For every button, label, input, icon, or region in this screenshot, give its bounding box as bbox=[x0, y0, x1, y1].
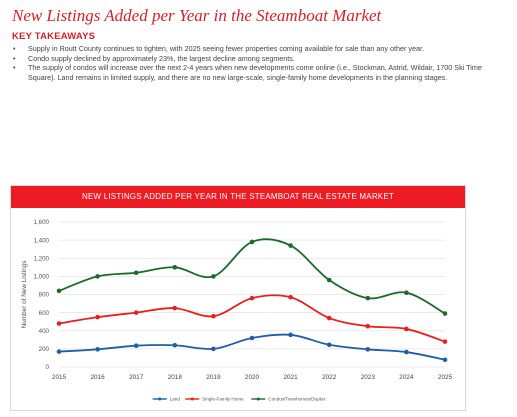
data-point-single-family-home bbox=[172, 305, 178, 311]
y-tick-label: 0 bbox=[46, 364, 50, 371]
data-point-single-family-home bbox=[211, 313, 216, 319]
chart-title: NEW LISTINGS ADDED PER YEAR IN THE STEAM… bbox=[11, 186, 465, 208]
line-chart: 0 200 400 600 800 1,000 1,200 1,400 1,600 2015 201… bbox=[21, 219, 453, 402]
x-tick-label: 2019 bbox=[206, 374, 221, 381]
data-point-land bbox=[56, 349, 62, 354]
x-tick-label: 2017 bbox=[129, 374, 144, 381]
data-point-condos-townhomes-duplex bbox=[404, 290, 409, 295]
x-tick-label: 2023 bbox=[361, 374, 376, 381]
legend-label-single-family-home: Single-Family Home bbox=[202, 397, 244, 402]
data-point-land bbox=[95, 347, 100, 352]
takeaway-item: The supply of condos will increase over … bbox=[12, 63, 482, 82]
x-tick-label: 2020 bbox=[245, 374, 260, 381]
x-tick-label: 2016 bbox=[90, 374, 105, 381]
page-title: New Listings Added per Year in the Steam… bbox=[12, 6, 382, 25]
data-point-single-family-home bbox=[442, 339, 448, 344]
x-tick-label: 2025 bbox=[438, 374, 453, 381]
data-point-single-family-home bbox=[56, 321, 62, 326]
y-tick-label: 200 bbox=[39, 346, 50, 353]
data-point-single-family-home bbox=[404, 326, 409, 332]
data-point-single-family-home bbox=[365, 323, 371, 329]
legend-marker-condos-townhomes-duplex bbox=[256, 397, 260, 401]
y-tick-label: 800 bbox=[39, 292, 50, 299]
data-point-condos-townhomes-duplex bbox=[365, 295, 371, 301]
y-tick-label: 600 bbox=[39, 310, 50, 317]
takeaway-item: Supply in Routt County continues to tigh… bbox=[12, 44, 482, 54]
data-point-condos-townhomes-duplex bbox=[133, 270, 139, 276]
data-point-land bbox=[442, 357, 448, 363]
legend-marker-land bbox=[158, 397, 162, 401]
data-point-condos-townhomes-duplex bbox=[95, 274, 100, 279]
y-tick-label: 1,000 bbox=[34, 274, 50, 281]
data-point-condos-townhomes-duplex bbox=[442, 311, 448, 316]
data-point-condos-townhomes-duplex bbox=[211, 274, 216, 279]
data-point-land bbox=[404, 349, 409, 355]
y-tick-label: 1,600 bbox=[34, 219, 50, 226]
x-tick-label: 2022 bbox=[322, 374, 337, 381]
chart-frame: NEW LISTINGS ADDED PER YEAR IN THE STEAM… bbox=[10, 185, 466, 411]
data-point-land bbox=[365, 347, 371, 352]
takeaways-heading: KEY TAKEAWAYS bbox=[12, 31, 96, 42]
data-point-single-family-home bbox=[288, 294, 293, 300]
y-tick-label: 1,200 bbox=[34, 255, 50, 262]
data-point-land bbox=[326, 342, 332, 348]
legend-label-land: Land bbox=[170, 397, 181, 402]
x-tick-label: 2018 bbox=[168, 374, 183, 381]
data-point-condos-townhomes-duplex bbox=[249, 239, 255, 245]
y-axis-label: Number of New Listings bbox=[21, 261, 28, 329]
x-tick-label: 2021 bbox=[283, 374, 298, 381]
data-point-single-family-home bbox=[326, 315, 332, 321]
data-point-land bbox=[288, 332, 293, 338]
data-point-condos-townhomes-duplex bbox=[56, 288, 62, 294]
data-point-land bbox=[249, 335, 255, 341]
x-tick-label: 2015 bbox=[52, 374, 67, 381]
data-point-land bbox=[133, 343, 139, 349]
takeaways-list: Supply in Routt County continues to tigh… bbox=[12, 44, 482, 82]
legend-marker-single-family-home bbox=[190, 397, 194, 401]
data-point-condos-townhomes-duplex bbox=[326, 277, 332, 283]
data-point-land bbox=[172, 342, 178, 348]
data-point-land bbox=[211, 346, 216, 352]
y-tick-label: 1,400 bbox=[34, 237, 50, 244]
x-tick-label: 2024 bbox=[399, 374, 414, 381]
data-point-single-family-home bbox=[95, 314, 100, 320]
takeaway-item: Condo supply declined by approximately 2… bbox=[12, 54, 482, 64]
data-point-single-family-home bbox=[133, 310, 139, 315]
series-line-single-family-home bbox=[58, 294, 446, 343]
y-tick-label: 400 bbox=[39, 328, 50, 335]
data-point-condos-townhomes-duplex bbox=[288, 243, 293, 248]
data-point-condos-townhomes-duplex bbox=[172, 265, 178, 270]
data-point-single-family-home bbox=[249, 295, 255, 301]
legend-label-condos-townhomes-duplex: Condos/Townhomes/Duplex bbox=[268, 397, 326, 402]
